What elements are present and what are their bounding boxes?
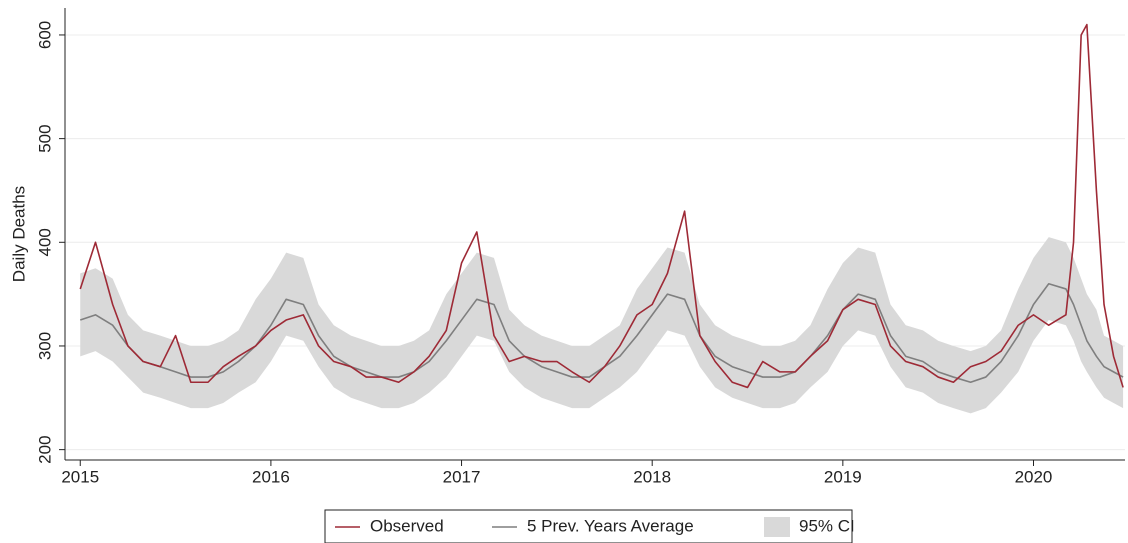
y-tick-label: 600 (35, 21, 54, 49)
x-tick-label: 2015 (61, 467, 99, 486)
legend-swatch (764, 517, 790, 537)
y-tick-label: 200 (35, 435, 54, 463)
legend-label: Observed (370, 516, 444, 535)
x-tick-label: 2018 (633, 467, 671, 486)
x-tick-label: 2019 (824, 467, 862, 486)
series-line (79, 282, 1124, 384)
x-tick-label: 2020 (1015, 467, 1053, 486)
series-line (79, 23, 1124, 389)
y-tick-label: 400 (35, 228, 54, 256)
legend-label: 5 Prev. Years Average (527, 516, 694, 535)
y-tick-label: 500 (35, 124, 54, 152)
ci-band (80, 237, 1124, 414)
y-axis-label: Daily Deaths (9, 186, 28, 282)
legend-label: 95% CI (799, 516, 855, 535)
y-tick-label: 300 (35, 332, 54, 360)
x-tick-label: 2017 (443, 467, 481, 486)
x-tick-label: 2016 (252, 467, 290, 486)
